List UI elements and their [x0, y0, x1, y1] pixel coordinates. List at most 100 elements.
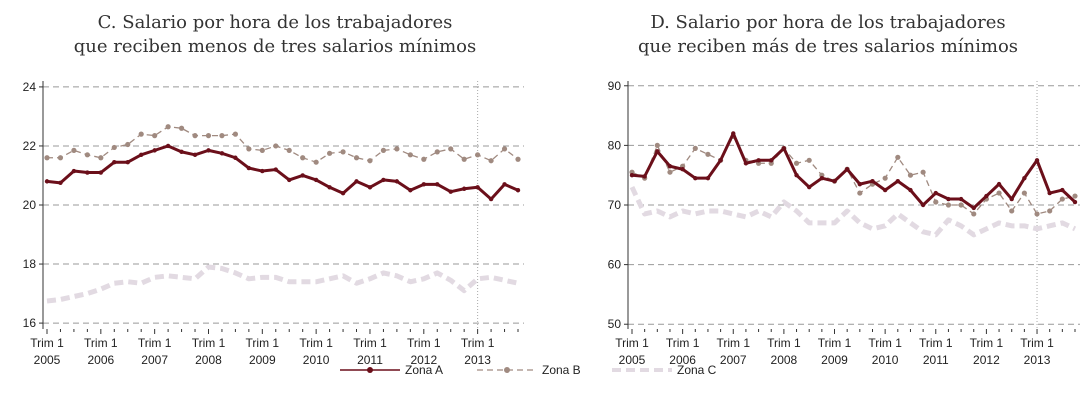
point: [44, 155, 50, 161]
legend-label: Zona A: [405, 363, 443, 377]
y-tick-label: 22: [23, 139, 37, 153]
point: [111, 144, 117, 151]
x-tick-label: 2013: [1024, 353, 1051, 367]
x-tick-label: Trim 1: [138, 336, 172, 350]
point: [461, 186, 467, 191]
x-tick-label: 2012: [410, 353, 437, 367]
line-series: [629, 186, 1077, 238]
point: [205, 133, 212, 139]
point: [421, 182, 426, 187]
point: [629, 172, 635, 178]
point: [246, 165, 252, 171]
point: [287, 177, 292, 183]
legend-label: Zona C: [677, 363, 717, 377]
x-tick-label: 2007: [720, 353, 747, 367]
point: [44, 179, 50, 184]
chart-title: D. Salario por hora de los trabajadores: [650, 12, 1005, 33]
x-tick-label: Trim 1: [615, 336, 649, 350]
point: [488, 196, 494, 202]
point: [98, 170, 104, 175]
x-tick-label: 2006: [669, 353, 696, 367]
point: [692, 145, 698, 151]
x-tick-label: 2008: [195, 353, 222, 367]
x-tick-label: Trim 1: [407, 336, 441, 350]
point: [1072, 199, 1078, 205]
legend-label: Zona B: [542, 363, 581, 377]
point: [515, 188, 521, 193]
point: [806, 157, 812, 163]
point: [125, 141, 131, 148]
y-tick-label: 70: [608, 198, 622, 212]
point: [475, 185, 480, 190]
point: [515, 156, 521, 162]
point: [448, 189, 453, 194]
y-tick-label: 18: [23, 257, 37, 271]
point: [958, 196, 964, 202]
x-tick-label: 2012: [973, 353, 1000, 367]
point: [1047, 190, 1052, 196]
x-tick-label: 2005: [34, 353, 61, 367]
point: [394, 179, 400, 184]
x-tick-label: Trim 1: [353, 336, 387, 350]
point: [807, 184, 812, 190]
point: [421, 156, 427, 162]
point: [340, 190, 346, 196]
x-tick-label: Trim 1: [970, 336, 1004, 350]
x-tick-label: Trim 1: [461, 336, 495, 350]
point: [354, 179, 359, 184]
point: [933, 190, 938, 196]
x-tick-label: 2008: [771, 353, 798, 367]
point: [273, 167, 278, 172]
point: [743, 161, 749, 166]
point: [920, 202, 926, 208]
point: [1021, 190, 1027, 196]
point: [407, 152, 413, 158]
point: [85, 170, 90, 175]
point: [870, 178, 875, 184]
point: [794, 172, 799, 178]
x-tick-label: 2011: [923, 353, 949, 367]
point: [946, 196, 951, 202]
x-tick-label: 2011: [357, 353, 383, 367]
x-tick-label: 2009: [821, 353, 848, 367]
point: [971, 205, 976, 211]
y-tick-label: 50: [608, 317, 622, 331]
legend-marker: [367, 367, 373, 373]
point: [895, 178, 900, 184]
x-tick-label: Trim 1: [868, 336, 902, 350]
point: [475, 152, 481, 158]
x-tick-label: Trim 1: [818, 336, 852, 350]
point: [273, 143, 279, 149]
point: [71, 147, 77, 153]
x-tick-label: Trim 1: [919, 336, 953, 350]
point: [908, 187, 913, 193]
chart-title: que reciben más de tres salarios mínimos: [638, 36, 1018, 57]
x-tick-label: Trim 1: [192, 336, 226, 350]
point: [112, 159, 117, 165]
point: [232, 131, 238, 137]
point: [718, 158, 723, 163]
point: [793, 160, 800, 166]
point: [769, 158, 774, 163]
point: [84, 152, 90, 158]
point: [667, 169, 673, 175]
point: [1022, 175, 1027, 181]
point: [125, 159, 130, 165]
point: [971, 211, 977, 217]
point: [165, 124, 171, 130]
point: [882, 175, 888, 181]
line-series: [631, 135, 1076, 215]
point: [178, 125, 185, 131]
point: [882, 187, 888, 193]
point: [152, 133, 158, 139]
line-series: [631, 131, 1077, 210]
point: [857, 190, 863, 196]
point: [246, 146, 252, 152]
point: [340, 149, 346, 155]
x-tick-label: 2006: [87, 353, 114, 367]
point: [394, 146, 400, 152]
point: [206, 148, 211, 153]
x-tick-label: 2010: [872, 353, 899, 367]
line-series: [46, 144, 519, 201]
point: [1009, 196, 1014, 202]
